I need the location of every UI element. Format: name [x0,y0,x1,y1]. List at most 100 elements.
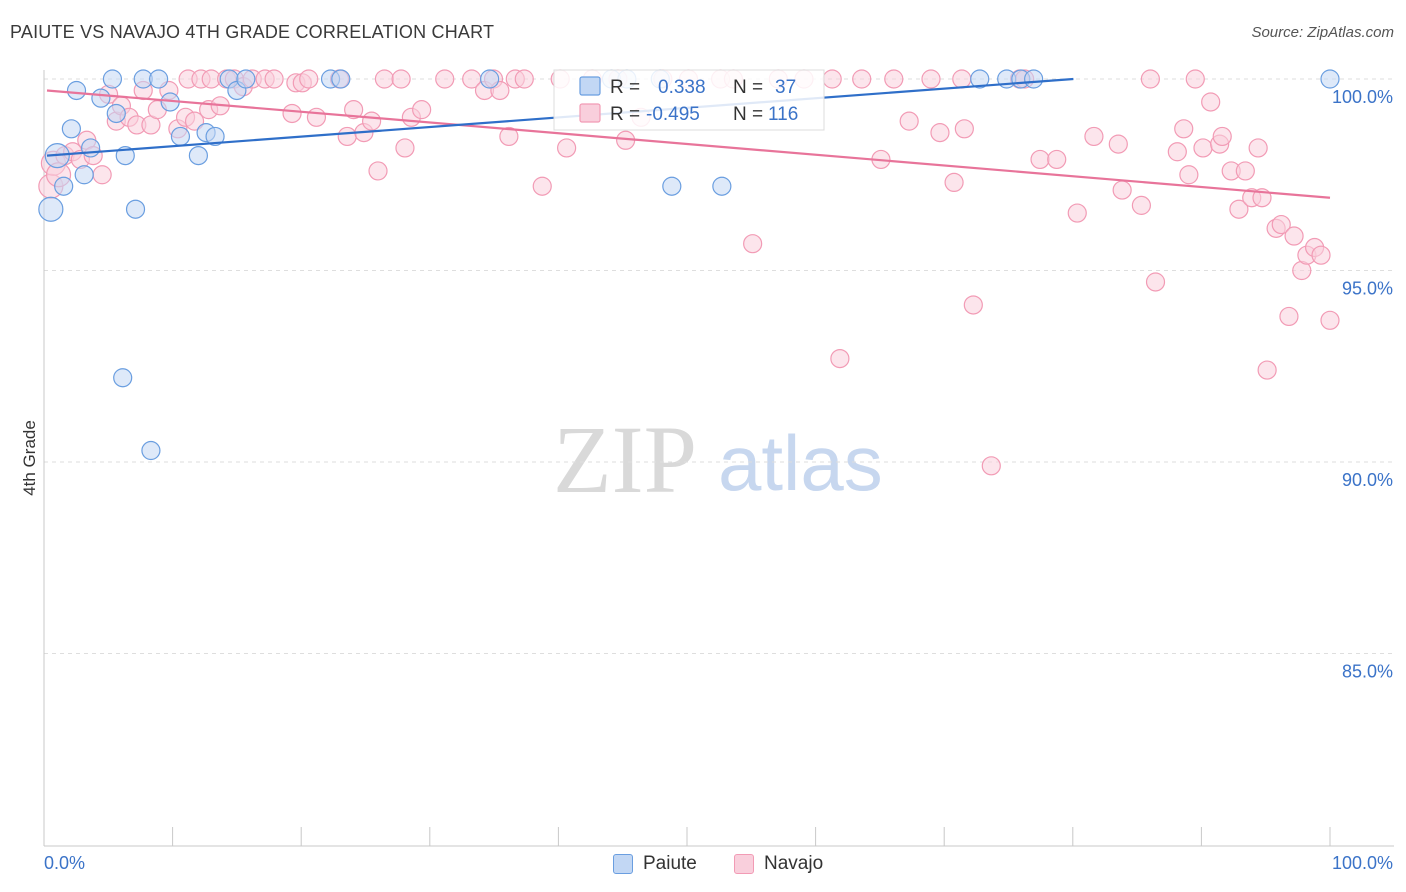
navajo-point-88 [1084,126,1104,147]
y-tick-label-2: 90.0% [1342,470,1393,490]
navajo-point-44 [391,69,411,89]
paiute-point-35 [1024,69,1044,89]
x-axis-ticks [43,827,1331,846]
legend-r-value-navajo: -0.495 [646,104,700,125]
x-tick-label-max: 100.0% [1332,853,1393,873]
chart-title: PAIUTE VS NAVAJO 4TH GRADE CORRELATION C… [10,22,495,42]
paiute-point-20 [205,126,225,147]
watermark-zip: ZIP [553,406,697,513]
navajo-point-78 [944,172,964,193]
navajo-point-94 [1167,142,1187,162]
bottom-legend: Paiute Navajo [0,852,1406,878]
y-axis-title: 4th Grade [20,420,39,496]
x-tick-label-min: 0.0% [44,853,85,873]
navajo-point-71 [830,348,850,369]
navajo-point-8 [92,165,112,185]
source-label: Source: ZipAtlas.com [1251,24,1394,41]
navajo-point-35 [299,69,319,89]
navajo-point-79 [952,69,972,89]
paiute-point-10 [113,368,133,388]
correlation-legend: R = 0.338 N = 37 R = -0.495 N = 116 [553,69,825,131]
navajo-point-85 [1030,149,1050,170]
navajo-point-41 [361,111,382,131]
paiute-point-7 [91,88,111,108]
navajo-point-55 [514,69,534,89]
navajo-point-90 [1112,180,1132,200]
navajo-point-108 [1257,360,1277,380]
paiute-point-23 [236,69,256,89]
navajo-point-104 [1235,161,1255,181]
navajo-point-31 [264,69,284,89]
navajo-point-91 [1131,195,1151,215]
navajo-point-56 [532,176,552,196]
legend-n-value-navajo: 116 [768,104,798,125]
navajo-point-116 [1311,245,1331,265]
legend-n-label-paiute: N = [733,77,763,98]
navajo-point-47 [412,100,432,120]
paiute-point-14 [141,440,161,461]
navajo-swatch [734,854,754,874]
paiute-point-25 [331,69,351,89]
navajo-point-99 [1201,92,1221,112]
paiute-point-0 [38,196,64,222]
navajo-point-42 [368,161,388,181]
navajo-point-53 [499,126,519,147]
navajo-point-39 [344,100,364,120]
paiute-point-6 [81,138,101,158]
paiute-point-9 [106,103,126,124]
legend-swatch-navajo [579,103,601,123]
legend-item-navajo: Navajo [734,852,823,876]
navajo-point-76 [921,69,941,89]
navajo-point-82 [981,456,1001,476]
legend-n-label-navajo: N = [733,104,763,125]
legend-r-label-navajo: R = [610,104,640,125]
paiute-point-18 [188,146,208,166]
navajo-point-103 [1229,199,1249,219]
paiute-point-26 [480,69,500,89]
navajo-point-67 [743,234,763,254]
y-tick-labels: 100.0% 95.0% 90.0% 85.0% [1332,87,1393,682]
navajo-point-80 [954,119,974,139]
legend-r-value-paiute: 0.338 [658,77,706,98]
paiute-point-3 [61,119,81,139]
navajo-point-101 [1212,126,1232,147]
gridlines [44,78,1394,654]
navajo-point-97 [1185,69,1205,89]
paiute-point-2 [54,176,74,196]
paiute-point-12 [125,199,146,219]
navajo-label: Navajo [764,853,824,874]
navajo-point-95 [1174,119,1194,139]
navajo-point-45 [395,138,415,158]
legend-swatch-paiute [579,76,601,96]
navajo-point-87 [1067,203,1087,223]
navajo-point-32 [282,103,302,124]
legend-item-paiute: Paiute [613,852,697,876]
navajo-point-36 [306,107,327,127]
paiute-point-4 [66,80,87,101]
navajo-point-70 [822,69,842,89]
legend-n-value-paiute: 37 [775,77,796,98]
navajo-point-96 [1179,165,1199,185]
paiute-point-36 [1320,69,1340,89]
navajo-point-43 [374,69,395,89]
paiute-point-32 [970,69,990,89]
navajo-point-74 [884,69,904,89]
paiute-label: Paiute [643,853,697,874]
navajo-point-38 [337,126,357,147]
paiute-swatch [613,854,633,874]
navajo-point-112 [1284,226,1304,246]
navajo-point-89 [1108,134,1128,154]
navajo-point-81 [963,295,983,315]
navajo-point-111 [1279,306,1299,327]
navajo-point-110 [1271,214,1291,235]
navajo-point-72 [852,69,872,89]
navajo-point-21 [184,111,205,131]
paiute-point-8 [102,69,123,89]
navajo-point-117 [1320,310,1340,330]
y-tick-label-3: 85.0% [1342,662,1393,682]
y-tick-label-0: 100.0% [1332,87,1393,107]
navajo-point-106 [1248,138,1268,158]
navajo-point-75 [899,111,919,131]
navajo-point-98 [1193,138,1213,158]
